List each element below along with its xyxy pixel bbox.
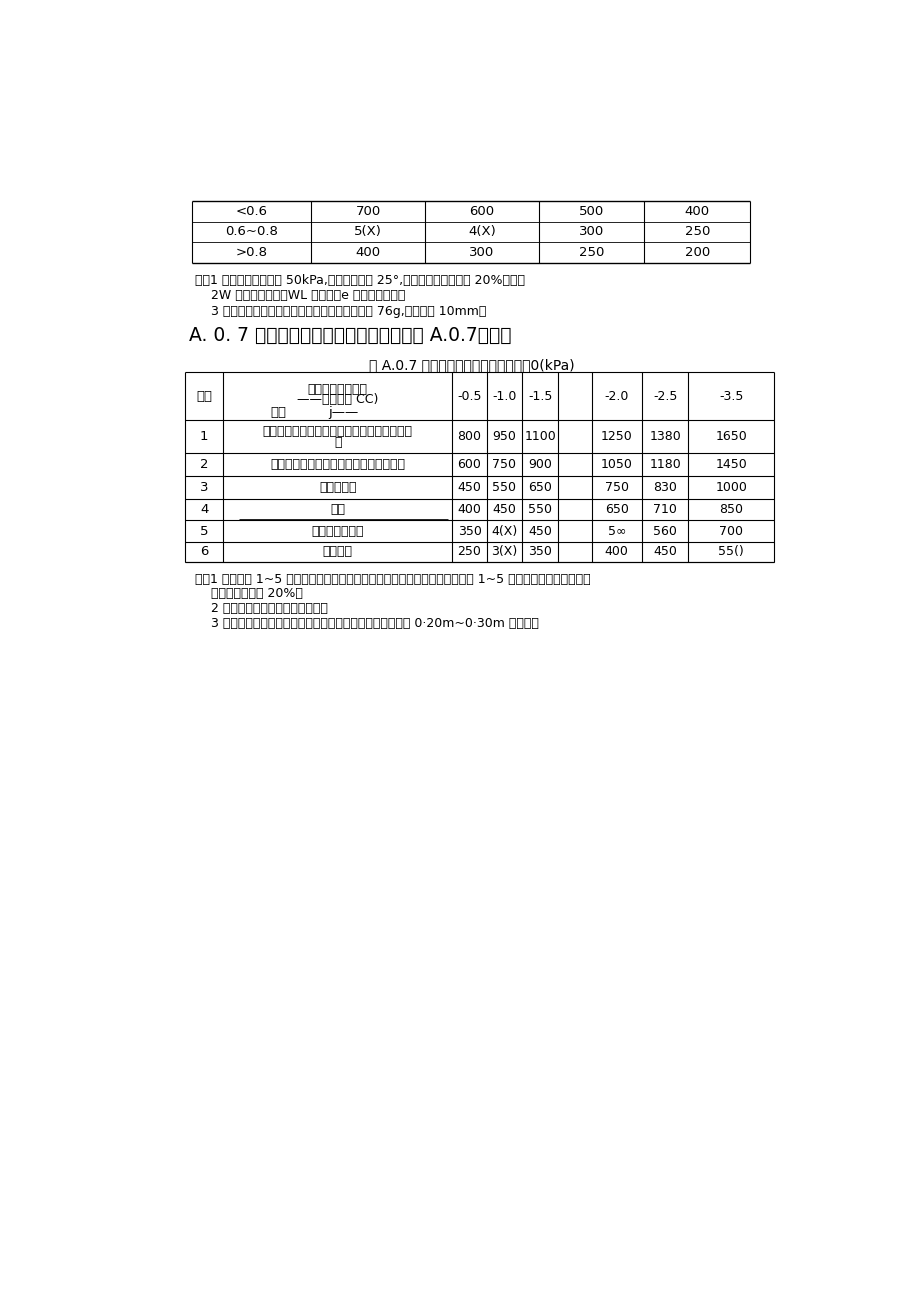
Text: 550: 550 xyxy=(528,503,551,516)
Text: -3.5: -3.5 xyxy=(718,390,743,403)
Text: 2: 2 xyxy=(199,458,208,471)
Text: 450: 450 xyxy=(528,524,551,537)
Text: 450: 450 xyxy=(457,481,481,493)
Text: -1.0: -1.0 xyxy=(492,390,516,403)
Text: 560: 560 xyxy=(652,524,676,537)
Text: 注：1 本表序号 1~5 类地基的基本承载力适合于少冰冻土、多冰冻上，当序号 1~5 类的地基为富冰冻土时，: 注：1 本表序号 1~5 类地基的基本承载力适合于少冰冻土、多冰冻上，当序号 1… xyxy=(195,572,590,585)
Text: -2.5: -2.5 xyxy=(652,390,676,403)
Text: 700: 700 xyxy=(355,204,380,217)
Text: 55(): 55() xyxy=(718,545,743,558)
Text: 300: 300 xyxy=(578,225,604,238)
Text: 粉质黏土、黏土: 粉质黏土、黏土 xyxy=(312,524,364,537)
Text: -1.5: -1.5 xyxy=(528,390,551,403)
Text: 1380: 1380 xyxy=(649,429,680,442)
Text: 450: 450 xyxy=(492,503,516,516)
Text: 350: 350 xyxy=(528,545,551,558)
Text: 700: 700 xyxy=(719,524,743,537)
Text: 细砂、粉砂: 细砂、粉砂 xyxy=(319,481,357,493)
Text: 1: 1 xyxy=(199,429,208,442)
Text: 550: 550 xyxy=(492,481,516,493)
Text: 450: 450 xyxy=(652,545,676,558)
Text: 250: 250 xyxy=(684,225,709,238)
Text: 650: 650 xyxy=(604,503,628,516)
Text: 4: 4 xyxy=(199,503,208,516)
Text: 750: 750 xyxy=(492,458,516,471)
Text: 3: 3 xyxy=(199,481,208,493)
Text: 土: 土 xyxy=(334,436,341,449)
Text: >0.8: >0.8 xyxy=(235,246,267,259)
Text: 3 基础置于饱冰冻土的土层时，基础底面应敏设厚度不小于 0·20m~0·30m 的砂层。: 3 基础置于饱冰冻土的土层时，基础底面应敏设厚度不小于 0·20m~0·30m … xyxy=(195,617,539,630)
Text: 5: 5 xyxy=(199,524,208,537)
Text: 1650: 1650 xyxy=(714,429,746,442)
Text: A. 0. 7 多年冻土地基的基本承载力可按表 A.0.7采用。: A. 0. 7 多年冻土地基的基本承载力可按表 A.0.7采用。 xyxy=(188,327,511,345)
Text: ——最高土温 CC): ——最高土温 CC) xyxy=(297,393,378,406)
Text: 表 A.0.7 多年冻土地基的基本承载力。0(kPa): 表 A.0.7 多年冻土地基的基本承载力。0(kPa) xyxy=(369,359,573,372)
Text: j——: j—— xyxy=(328,406,358,419)
Text: 600: 600 xyxy=(457,458,481,471)
Text: 1000: 1000 xyxy=(714,481,746,493)
Text: 250: 250 xyxy=(457,545,481,558)
Text: 5∞: 5∞ xyxy=(607,524,625,537)
Text: 900: 900 xyxy=(528,458,551,471)
Text: 5(X): 5(X) xyxy=(354,225,381,238)
Text: 1250: 1250 xyxy=(600,429,632,442)
Text: 1050: 1050 xyxy=(600,458,632,471)
Text: 400: 400 xyxy=(457,503,481,516)
Text: 400: 400 xyxy=(684,204,709,217)
Text: 基础底面的月平均: 基础底面的月平均 xyxy=(308,384,368,397)
Text: 细圆砂土、细角砂土、砂砂、粗砂、中砂: 细圆砂土、细角砂土、砂砂、粗砂、中砂 xyxy=(270,458,405,471)
Text: 830: 830 xyxy=(652,481,676,493)
Text: 400: 400 xyxy=(604,545,628,558)
Text: 950: 950 xyxy=(492,429,516,442)
Text: 650: 650 xyxy=(528,481,551,493)
Text: 200: 200 xyxy=(684,246,709,259)
Text: 850: 850 xyxy=(719,503,743,516)
Text: 800: 800 xyxy=(457,429,481,442)
Text: 序号: 序号 xyxy=(196,390,212,403)
Text: 600: 600 xyxy=(469,204,494,217)
Text: 2W 为天然含水率，WL 为液限，e 为天然孔隙比。: 2W 为天然含水率，WL 为液限，e 为天然孔隙比。 xyxy=(195,289,404,302)
Text: 400: 400 xyxy=(355,246,380,259)
Text: 2 含土冰层的承载力应实测确定。: 2 含土冰层的承载力应实测确定。 xyxy=(195,602,327,615)
Text: 710: 710 xyxy=(652,503,676,516)
Text: 350: 350 xyxy=(457,524,481,537)
Text: 注：1 老黄土黏聚力小于 50kPa,内摩擦角小于 25°,表中数值应适当降低 20%左右。: 注：1 老黄土黏聚力小于 50kPa,内摩擦角小于 25°,表中数值应适当降低 … xyxy=(195,275,524,288)
Text: 250: 250 xyxy=(578,246,604,259)
Text: -2.0: -2.0 xyxy=(604,390,629,403)
Text: 300: 300 xyxy=(469,246,494,259)
Text: 4(X): 4(X) xyxy=(491,524,517,537)
Text: 粉土: 粉土 xyxy=(330,503,345,516)
Text: 土名: 土名 xyxy=(269,406,286,419)
Text: 0.6~0.8: 0.6~0.8 xyxy=(225,225,278,238)
Text: 1450: 1450 xyxy=(714,458,746,471)
Text: 1100: 1100 xyxy=(524,429,555,442)
Text: 3 液限含水率试验采用圆锥仪法，圆锥仪总质量 76g,入土深度 10mm。: 3 液限含水率试验采用圆锥仪法，圆锥仪总质量 76g,入土深度 10mm。 xyxy=(195,304,485,317)
Text: 750: 750 xyxy=(604,481,628,493)
Text: 表列数值应降低 20%。: 表列数值应降低 20%。 xyxy=(195,587,302,600)
Text: 500: 500 xyxy=(578,204,604,217)
Text: 块石土、卵石土、碎石土、粗圆砂土、粗角砂: 块石土、卵石土、碎石土、粗圆砂土、粗角砂 xyxy=(263,424,413,437)
Text: 3(X): 3(X) xyxy=(491,545,517,558)
Text: 6: 6 xyxy=(199,545,208,558)
Text: 饱冰冻土: 饱冰冻土 xyxy=(323,545,352,558)
Text: 4(X): 4(X) xyxy=(468,225,495,238)
Text: 1180: 1180 xyxy=(649,458,680,471)
Text: <0.6: <0.6 xyxy=(235,204,267,217)
Text: -0.5: -0.5 xyxy=(457,390,482,403)
